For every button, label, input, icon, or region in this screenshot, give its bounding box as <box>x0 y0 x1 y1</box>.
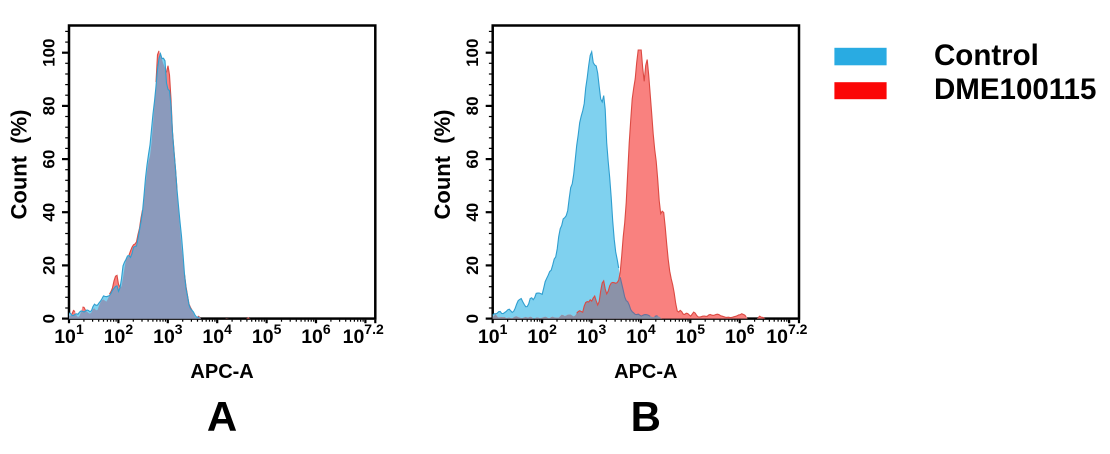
svg-text:10: 10 <box>725 326 747 348</box>
svg-text:100: 100 <box>463 39 482 67</box>
svg-text:10: 10 <box>577 326 599 348</box>
svg-text:80: 80 <box>463 96 482 115</box>
svg-text:10: 10 <box>153 326 175 348</box>
svg-text:80: 80 <box>40 96 59 115</box>
svg-text:10: 10 <box>343 326 365 348</box>
svg-text:100: 100 <box>40 39 59 67</box>
svg-text:2: 2 <box>125 321 133 337</box>
svg-text:1: 1 <box>76 321 84 337</box>
svg-text:60: 60 <box>463 150 482 169</box>
svg-text:1: 1 <box>500 321 508 337</box>
svg-text:APC-A: APC-A <box>614 361 677 383</box>
svg-text:10: 10 <box>301 326 323 348</box>
svg-text:40: 40 <box>40 203 59 222</box>
svg-text:6: 6 <box>747 321 755 337</box>
svg-text:40: 40 <box>463 203 482 222</box>
svg-text:Count (%): Count (%) <box>7 110 32 220</box>
svg-text:DME100115: DME100115 <box>934 73 1096 106</box>
svg-text:6: 6 <box>323 321 331 337</box>
svg-text:0: 0 <box>40 314 59 323</box>
svg-text:APC-A: APC-A <box>190 361 253 383</box>
svg-text:3: 3 <box>175 321 183 337</box>
svg-text:10: 10 <box>252 326 274 348</box>
svg-text:10: 10 <box>676 326 698 348</box>
svg-text:20: 20 <box>463 256 482 275</box>
svg-text:10: 10 <box>478 326 500 348</box>
svg-text:5: 5 <box>697 321 705 337</box>
svg-text:5: 5 <box>274 321 282 337</box>
svg-text:10: 10 <box>104 326 126 348</box>
svg-text:10: 10 <box>54 326 76 348</box>
svg-text:60: 60 <box>40 150 59 169</box>
svg-text:0: 0 <box>463 314 482 323</box>
svg-text:Count (%): Count (%) <box>430 110 455 220</box>
svg-text:10: 10 <box>626 326 648 348</box>
svg-text:10: 10 <box>202 326 224 348</box>
svg-text:10: 10 <box>766 326 788 348</box>
svg-text:20: 20 <box>40 256 59 275</box>
svg-text:4: 4 <box>224 321 232 337</box>
svg-text:B: B <box>631 393 661 440</box>
svg-text:7.2: 7.2 <box>364 321 384 337</box>
svg-text:4: 4 <box>648 321 656 337</box>
svg-text:Control: Control <box>934 39 1039 72</box>
svg-text:2: 2 <box>549 321 557 337</box>
svg-text:7.2: 7.2 <box>788 321 808 337</box>
svg-text:10: 10 <box>527 326 549 348</box>
svg-text:3: 3 <box>599 321 607 337</box>
svg-text:A: A <box>207 393 237 440</box>
